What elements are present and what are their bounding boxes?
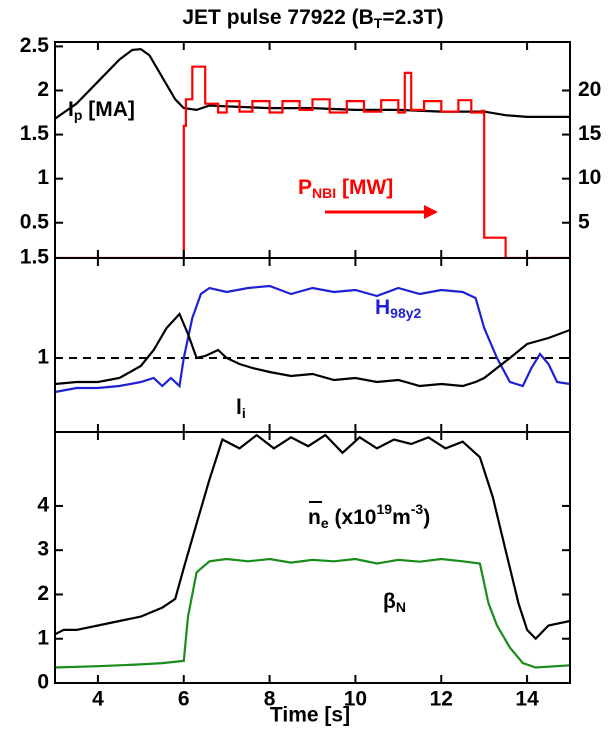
y-tick-label: 0.5 — [20, 210, 50, 233]
y-tick-label: 2.5 — [20, 34, 50, 57]
series-line — [55, 312, 570, 388]
y-tick-label: 1 — [37, 626, 49, 649]
annotation-part: m — [392, 506, 411, 529]
annotation: βN — [383, 590, 406, 615]
x-tick-label: 14 — [515, 688, 539, 711]
y-tick-label: 1 — [37, 166, 49, 189]
y-tick-label: 2 — [37, 582, 49, 605]
annotation: Ip [MA] — [68, 98, 135, 123]
y-tick-label: 0 — [37, 671, 49, 694]
annotation-part: β — [383, 590, 396, 613]
series-line — [55, 284, 570, 394]
y-tick-label: 4 — [37, 493, 49, 516]
annotation-part: e — [321, 515, 329, 531]
annotation-part: -3 — [411, 501, 424, 517]
plot-frame — [54, 431, 571, 684]
annotation-part: p — [74, 107, 83, 123]
annotation-part: I — [68, 98, 74, 121]
annotation-part: i — [242, 405, 246, 421]
y2-tick-label: 5 — [578, 210, 590, 233]
annotation: li — [236, 396, 246, 421]
annotation: PNBI [MW] — [298, 176, 393, 201]
y2-tick-label: 15 — [578, 122, 602, 145]
annotation-part: ) — [423, 506, 430, 529]
chart-title: JET pulse 77922 (BT=2.3T) — [182, 6, 443, 31]
x-axis-label: Time [s] — [270, 704, 350, 727]
series-line — [55, 65, 570, 258]
annotation-part: (x10 — [329, 506, 377, 529]
y-tick-label: 1.5 — [20, 246, 50, 269]
annotation-part: l — [236, 396, 242, 419]
y-tick-label: 2 — [37, 78, 49, 101]
x-tick-label: 8 — [264, 688, 276, 711]
annotation: H98y2 — [375, 296, 422, 321]
annotation-part: P — [298, 176, 312, 199]
series-line — [55, 557, 570, 669]
x-tick-label: 6 — [178, 688, 190, 711]
plot-frame — [54, 257, 571, 433]
plot-area — [55, 47, 570, 258]
y-tick-label: 1 — [37, 346, 49, 369]
chart-title-part: T — [374, 15, 383, 31]
plot-area — [55, 433, 570, 669]
chart-title-part: =2.3T) — [382, 6, 443, 29]
annotation-part: n — [308, 506, 321, 529]
annotation-part: [MA] — [82, 98, 134, 121]
plot-frame — [54, 41, 571, 259]
annotation-part: 98y2 — [390, 305, 421, 321]
annotation-part: H — [375, 296, 390, 319]
chart-title-part: JET pulse 77922 (B — [182, 6, 373, 29]
y-tick-label: 1.5 — [20, 122, 50, 145]
y-tick-label: 3 — [37, 538, 49, 561]
annotation-part: NBI — [312, 185, 336, 201]
arrow-head — [424, 205, 438, 219]
x-tick-label: 4 — [92, 688, 104, 711]
series-line — [55, 47, 570, 120]
annotation-part: 19 — [377, 501, 393, 517]
y2-tick-label: 10 — [578, 166, 601, 189]
annotation: ne (x1019m-3) — [308, 501, 430, 531]
x-tick-label: 10 — [344, 688, 367, 711]
series-line — [55, 433, 570, 641]
y2-tick-label: 20 — [578, 78, 601, 101]
plot-area — [55, 284, 570, 394]
annotation-part: [MW] — [336, 176, 393, 199]
annotation-part: N — [396, 599, 406, 615]
x-tick-label: 12 — [430, 688, 453, 711]
